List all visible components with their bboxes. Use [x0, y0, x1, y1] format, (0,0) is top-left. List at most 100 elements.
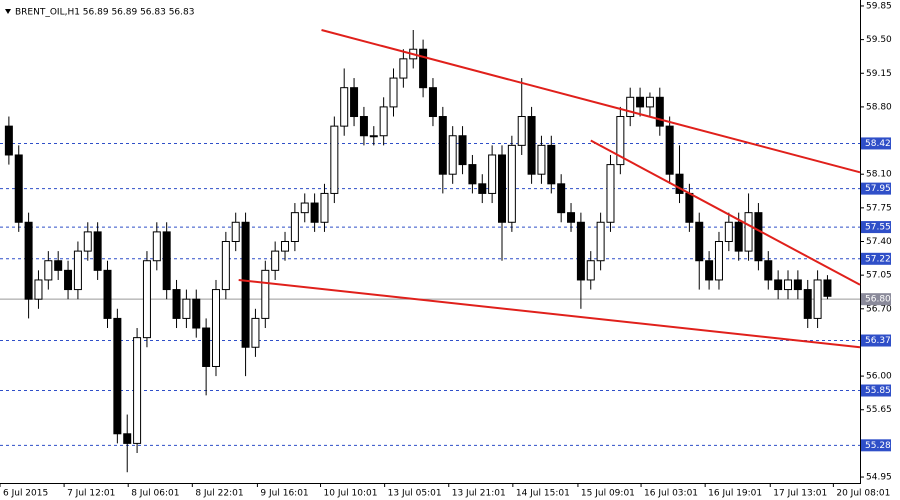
trend-line: [238, 278, 861, 349]
x-tick-label: 16 Jul 03:01: [644, 489, 698, 499]
candle-body: [497, 154, 506, 223]
candle-body: [823, 279, 832, 297]
candle-body: [774, 279, 783, 291]
candle-body: [724, 221, 733, 242]
candle-body: [103, 269, 112, 319]
x-tick-label: 6 Jul 2015: [3, 489, 48, 499]
current-price-label: 56.80: [865, 295, 891, 305]
candle-body: [221, 241, 230, 291]
candle-body: [320, 192, 329, 223]
candle-body: [428, 87, 437, 118]
trend-line: [590, 139, 861, 286]
candle-body: [448, 135, 457, 175]
x-tick-label: 10 Jul 10:01: [324, 489, 378, 499]
candle-body: [813, 279, 822, 319]
candle-body: [14, 154, 23, 223]
price-label-box: [861, 221, 891, 234]
candle-body: [261, 269, 270, 319]
candle-body: [24, 221, 33, 300]
y-tick-label: 57.75: [866, 203, 892, 213]
x-tick-label: 8 Jul 22:01: [195, 489, 243, 499]
y-tick-label: 54.95: [866, 473, 892, 483]
candle-body: [379, 106, 388, 137]
candle-body: [73, 250, 82, 291]
y-tick-label: 59.85: [866, 1, 892, 11]
candle-body: [675, 173, 684, 194]
level-label: 55.85: [865, 386, 891, 396]
x-tick-label: 13 Jul 21:01: [452, 489, 506, 499]
menu-arrow: [5, 9, 11, 14]
candle-body: [350, 87, 359, 118]
y-tick-label: 57.05: [866, 271, 892, 281]
candle-body: [142, 260, 151, 339]
candle-body: [655, 96, 664, 127]
candle-body: [596, 221, 605, 262]
candle-body: [695, 221, 704, 262]
price-label-box: [861, 252, 891, 265]
candle-body: [557, 183, 566, 214]
level-label: 56.37: [865, 336, 891, 346]
candle-body: [468, 164, 477, 185]
candle-body: [34, 279, 43, 300]
level-label: 55.28: [865, 441, 891, 451]
candle-body: [547, 144, 556, 185]
candle-body: [182, 298, 191, 319]
candle-body: [784, 279, 793, 291]
candle-body: [281, 241, 290, 252]
candle-body: [340, 87, 349, 127]
candle-body: [685, 192, 694, 223]
candle-body: [44, 260, 53, 281]
candle-body: [231, 221, 240, 242]
candle-body: [764, 260, 773, 281]
candle-body: [645, 96, 654, 108]
price-label-box: [861, 137, 891, 150]
y-tick-label: 58.80: [866, 102, 892, 112]
candle-body: [64, 269, 73, 291]
candle-body: [438, 116, 447, 175]
candle-body: [754, 212, 763, 262]
x-tick-label: 13 Jul 05:01: [388, 489, 442, 499]
candle-body: [567, 212, 576, 223]
candle-body: [211, 289, 220, 367]
x-tick-label: 14 Jul 15:01: [516, 489, 570, 499]
candle-body: [54, 260, 63, 271]
candle-body: [576, 221, 585, 281]
candle-body: [803, 289, 812, 319]
candle-body: [616, 116, 625, 166]
candle-body: [488, 154, 497, 194]
candle-body: [310, 202, 319, 223]
candle-body: [734, 221, 743, 252]
candle-body: [389, 77, 398, 108]
candle-body: [419, 48, 428, 89]
candle-body: [636, 96, 645, 108]
price-label-box: [861, 182, 891, 195]
candle-body: [399, 58, 408, 79]
candle-body: [606, 164, 615, 223]
candle-body: [300, 202, 309, 214]
candle-body: [330, 125, 339, 194]
y-tick-label: 56.00: [866, 372, 892, 382]
trend-line: [321, 29, 861, 174]
candle-body: [251, 317, 260, 348]
y-tick-label: 55.65: [866, 405, 892, 415]
candle-body: [478, 183, 487, 194]
candle-body: [714, 241, 723, 281]
candle-body: [93, 231, 102, 271]
candle-body: [359, 116, 368, 137]
candle-body: [705, 260, 714, 281]
candle-body: [517, 116, 526, 146]
candle-body: [113, 317, 122, 435]
level-label: 57.95: [865, 184, 891, 194]
candle-body: [192, 298, 201, 329]
price-label-box: [861, 334, 891, 347]
candle-body: [744, 212, 753, 252]
candle-body: [507, 144, 516, 223]
x-tick-label: 16 Jul 19:01: [708, 489, 762, 499]
candle-body: [271, 250, 280, 271]
candle-body: [458, 135, 467, 166]
candle-body: [626, 96, 635, 118]
candle-body: [202, 327, 211, 367]
x-tick-label: 20 Jul 08:01: [836, 489, 890, 499]
x-tick-label: 17 Jul 13:01: [773, 489, 827, 499]
